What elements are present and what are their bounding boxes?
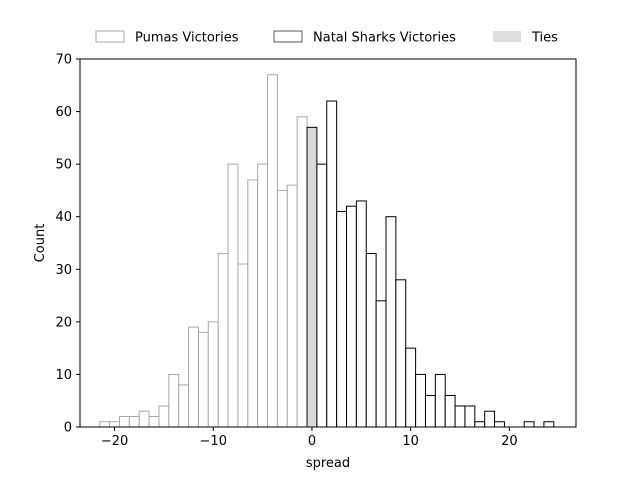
pumas-victories-bar: [148, 415, 160, 428]
legend-label-ties: Ties: [531, 31, 558, 46]
natal-sharks-victories-bar: [336, 210, 348, 428]
x-axis: −20 −10 0 10 20: [101, 427, 518, 449]
natal-sharks-victories-bar: [474, 421, 486, 428]
natal-sharks-victories-bar: [543, 421, 555, 428]
legend-label-pumas-victories: Pumas Victories: [135, 31, 239, 46]
pumas-victories-bar: [286, 184, 298, 428]
ties-bar: [306, 126, 318, 428]
natal-sharks-victories-bar: [346, 205, 357, 428]
natal-sharks-victories-bar: [395, 279, 407, 428]
pumas-victories-bar: [197, 331, 209, 428]
x-tick-label: 10: [402, 434, 419, 449]
natal-sharks-victories-bar: [316, 163, 328, 428]
legend-swatch-ties: [493, 31, 521, 42]
pumas-victories-bar: [158, 405, 170, 428]
pumas-victories-bar: [99, 421, 111, 428]
pumas-victories-bar: [227, 163, 239, 428]
pumas-victories-bar: [247, 179, 259, 428]
natal-sharks-victories-bar: [454, 405, 466, 428]
pumas-victories-bar: [188, 326, 199, 428]
pumas-victories-bar: [267, 74, 278, 428]
natal-sharks-victories-bar: [523, 421, 535, 428]
y-tick-label: 10: [55, 368, 72, 383]
natal-sharks-victories-bar: [375, 300, 387, 428]
pumas-victories-bar: [128, 415, 140, 428]
x-tick-label: −10: [200, 434, 227, 449]
natal-sharks-victories-bar: [484, 410, 496, 428]
y-tick-label: 60: [55, 105, 72, 120]
natal-sharks-victories-bar: [424, 394, 436, 428]
y-tick-label: 30: [55, 263, 72, 278]
pumas-victories-bar: [138, 410, 150, 428]
pumas-victories-bar: [257, 163, 269, 428]
pumas-victories-bar: [237, 263, 249, 428]
y-axis: 0 10 20 30 40 50 60 70: [55, 53, 80, 436]
y-tick-label: 70: [55, 53, 72, 68]
legend-label-natal-sharks-victories: Natal Sharks Victories: [313, 31, 456, 46]
natal-sharks-victories-bar: [405, 347, 417, 428]
natal-sharks-victories-bar: [415, 373, 426, 428]
natal-sharks-victories-bar: [385, 216, 397, 428]
natal-sharks-victories-bar: [494, 421, 505, 428]
natal-sharks-victories-bar: [355, 200, 367, 428]
pumas-victories-bar: [207, 321, 219, 428]
bars-layer: [99, 74, 555, 428]
pumas-victories-bar: [109, 421, 120, 428]
natal-sharks-victories-bar: [464, 405, 476, 428]
legend-swatch-natal-sharks-victories: [273, 30, 303, 43]
y-tick-label: 20: [55, 315, 72, 330]
y-tick-label: 50: [55, 158, 72, 173]
y-axis-label: Count: [33, 224, 48, 263]
legend: Pumas Victories Natal Sharks Victories Tie…: [95, 30, 558, 46]
y-tick-label: 0: [64, 421, 72, 436]
x-tick-label: −20: [101, 434, 128, 449]
legend-swatch-pumas-victories: [95, 30, 125, 43]
pumas-victories-bar: [296, 116, 308, 428]
natal-sharks-victories-bar: [326, 100, 338, 428]
pumas-victories-bar: [168, 373, 180, 428]
x-tick-label: 0: [308, 434, 316, 449]
pumas-victories-bar: [118, 415, 130, 428]
x-tick-label: 20: [501, 434, 518, 449]
plot-frame: [79, 58, 577, 428]
pumas-victories-bar: [178, 384, 190, 428]
x-axis-label: spread: [306, 456, 350, 471]
pumas-victories-bar: [217, 253, 229, 428]
natal-sharks-victories-bar: [434, 373, 446, 428]
natal-sharks-victories-bar: [444, 394, 456, 428]
y-tick-label: 40: [55, 210, 72, 225]
pumas-victories-bar: [276, 189, 288, 428]
natal-sharks-victories-bar: [365, 253, 377, 428]
